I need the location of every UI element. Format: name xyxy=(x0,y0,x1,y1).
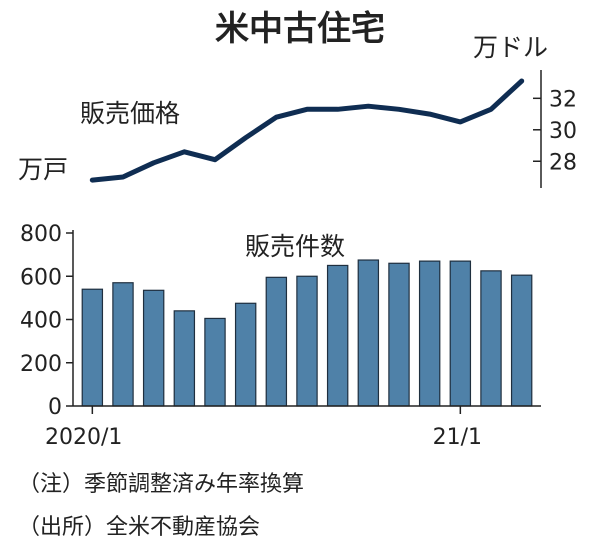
count-bar xyxy=(449,260,472,407)
count-unit-label: 万戸 xyxy=(18,155,68,184)
count-bar xyxy=(326,264,349,407)
count-bar xyxy=(418,260,441,407)
count-bar xyxy=(265,276,288,407)
count-bar xyxy=(234,302,257,407)
count-bar xyxy=(388,262,410,407)
chart-title: 米中古住宅 xyxy=(215,9,385,49)
count-bar xyxy=(357,259,380,407)
note-source: （出所）全米不動産協会 xyxy=(18,515,261,540)
count-y-ticks: 0 200 400 600 800 xyxy=(20,222,73,420)
count-bar xyxy=(510,274,533,407)
count-y-tick-label: 800 xyxy=(20,222,62,247)
count-bar xyxy=(173,310,196,407)
count-bar xyxy=(112,282,134,407)
count-bar xyxy=(480,270,502,407)
price-y-ticks: 28 30 32 xyxy=(533,87,577,175)
count-x-tick-label: 21/1 xyxy=(433,425,482,450)
price-unit-label: 万ドル xyxy=(473,33,548,62)
count-bar xyxy=(204,317,226,407)
count-x-ticks: 2020/1 21/1 xyxy=(45,406,482,450)
count-bar xyxy=(296,275,318,407)
count-series-label: 販売件数 xyxy=(245,232,345,261)
count-y-tick-label: 200 xyxy=(20,352,62,377)
count-y-tick-label: 600 xyxy=(20,265,62,290)
count-y-tick-label: 0 xyxy=(48,395,62,420)
price-y-tick-label: 30 xyxy=(549,119,577,144)
price-y-tick-label: 28 xyxy=(549,150,577,175)
count-bars xyxy=(81,259,533,407)
count-bar xyxy=(142,289,165,407)
note-seasonal: （注）季節調整済み年率換算 xyxy=(18,472,305,497)
price-series-label: 販売価格 xyxy=(80,99,180,128)
count-y-tick-label: 400 xyxy=(20,309,62,334)
price-series-line xyxy=(89,78,525,183)
count-bar xyxy=(81,288,104,407)
price-y-tick-label: 32 xyxy=(549,87,577,112)
count-x-tick-label: 2020/1 xyxy=(45,425,122,450)
